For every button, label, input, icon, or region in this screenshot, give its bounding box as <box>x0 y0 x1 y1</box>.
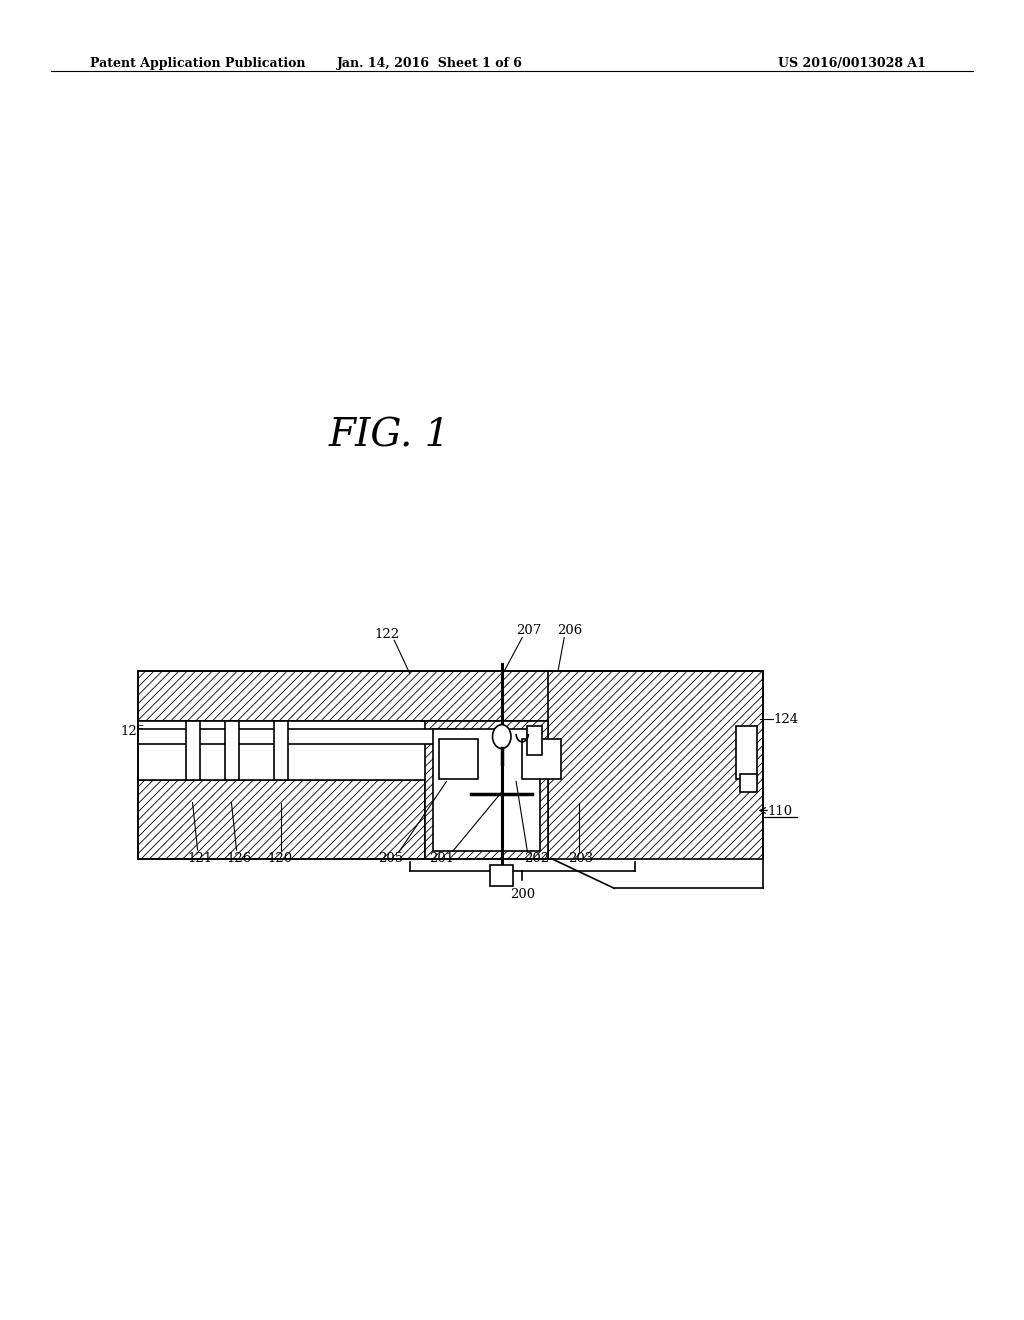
Bar <box>186 721 200 780</box>
Text: 126: 126 <box>226 851 251 865</box>
Bar <box>522 739 561 779</box>
Text: 200: 200 <box>510 888 535 902</box>
Text: 110: 110 <box>768 805 793 818</box>
Text: FIG. 1: FIG. 1 <box>329 417 450 454</box>
Bar <box>740 774 757 792</box>
Bar <box>225 721 239 780</box>
Text: 122: 122 <box>375 628 399 642</box>
Bar <box>138 780 425 859</box>
Text: 202: 202 <box>524 851 549 865</box>
Circle shape <box>493 725 511 748</box>
Text: 207: 207 <box>516 624 541 638</box>
Bar <box>425 721 548 859</box>
Text: 205: 205 <box>379 851 403 865</box>
Bar <box>274 721 288 780</box>
Text: 125: 125 <box>121 725 145 738</box>
Text: 203: 203 <box>568 851 593 865</box>
Text: 201: 201 <box>429 851 454 865</box>
Text: 120: 120 <box>267 851 292 865</box>
Text: Jan. 14, 2016  Sheet 1 of 6: Jan. 14, 2016 Sheet 1 of 6 <box>337 57 523 70</box>
Bar <box>138 671 763 721</box>
Bar <box>490 865 513 886</box>
Bar <box>138 721 420 780</box>
Text: 124: 124 <box>774 713 799 726</box>
Bar <box>439 739 478 779</box>
Bar <box>527 726 542 755</box>
Text: US 2016/0013028 A1: US 2016/0013028 A1 <box>778 57 926 70</box>
Bar <box>138 729 456 744</box>
Bar <box>433 729 540 851</box>
Bar <box>736 726 757 779</box>
Text: 121: 121 <box>187 851 212 865</box>
Text: Patent Application Publication: Patent Application Publication <box>90 57 305 70</box>
Text: 206: 206 <box>557 624 582 638</box>
Bar <box>548 671 763 859</box>
